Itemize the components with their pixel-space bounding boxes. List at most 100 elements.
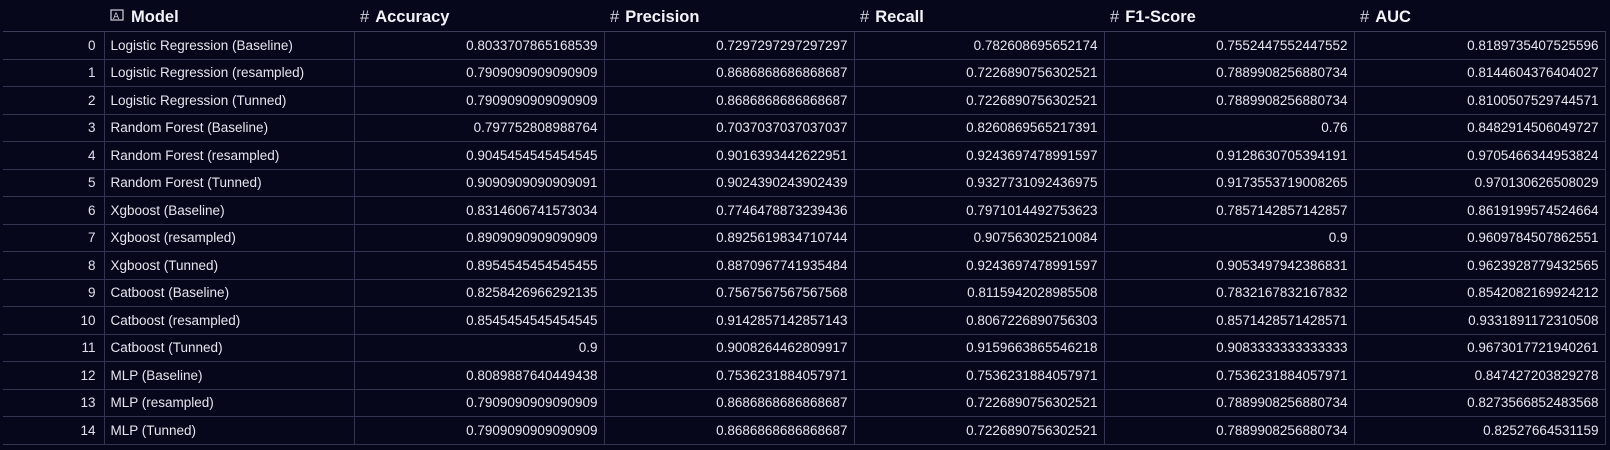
table-row[interactable]: 4 Random Forest (resampled) 0.904545454545… (3, 141, 1606, 170)
model-cell[interactable]: Catboost (Baseline) (103, 278, 355, 307)
f1-score-cell[interactable]: 0.7832167832167832 (1103, 278, 1355, 307)
accuracy-cell[interactable]: 0.8909090909090909 (353, 223, 605, 252)
accuracy-cell[interactable]: 0.9 (353, 333, 605, 362)
table-row[interactable]: 3 Random Forest (Baseline) 0.7977528089887… (3, 113, 1606, 142)
table-row[interactable]: 14 MLP (Tunned) 0.7909090909090909 0.868686… (3, 416, 1606, 445)
precision-cell[interactable]: 0.7297297297297297 (603, 31, 855, 60)
column-header-auc[interactable]: # AUC (1354, 3, 1605, 32)
table-row[interactable]: 6 Xgboost (Baseline) 0.8314606741573034 0.7… (3, 196, 1606, 225)
recall-cell[interactable]: 0.8260869565217391 (853, 113, 1105, 142)
precision-cell[interactable]: 0.7037037037037037 (603, 113, 855, 142)
row-index-cell[interactable]: 1 (3, 58, 105, 87)
table-row[interactable]: 7 Xgboost (resampled) 0.8909090909090909 0.… (3, 223, 1606, 252)
model-cell[interactable]: MLP (resampled) (103, 388, 355, 417)
f1-score-cell[interactable]: 0.7889908256880734 (1103, 388, 1355, 417)
recall-cell[interactable]: 0.9243697478991597 (853, 251, 1105, 280)
column-header-f1-score[interactable]: # F1-Score (1104, 3, 1354, 32)
model-cell[interactable]: Logistic Regression (resampled) (103, 58, 355, 87)
accuracy-cell[interactable]: 0.8033707865168539 (353, 31, 605, 60)
row-index-cell[interactable]: 6 (3, 196, 105, 225)
model-cell[interactable]: Random Forest (Baseline) (103, 113, 355, 142)
row-index-cell[interactable]: 8 (3, 251, 105, 280)
table-row[interactable]: 5 Random Forest (Tunned) 0.909090909090909… (3, 168, 1606, 197)
table-row[interactable]: 1 Logistic Regression (resampled) 0.790909… (3, 58, 1606, 87)
precision-cell[interactable]: 0.8686868686868687 (603, 58, 855, 87)
precision-cell[interactable]: 0.8686868686868687 (603, 416, 855, 445)
auc-cell[interactable]: 0.9623928779432565 (1353, 251, 1606, 280)
row-index-cell[interactable]: 13 (3, 388, 105, 417)
f1-score-cell[interactable]: 0.7552447552447552 (1103, 31, 1355, 60)
accuracy-cell[interactable]: 0.7909090909090909 (353, 86, 605, 115)
table-row[interactable]: 13 MLP (resampled) 0.7909090909090909 0.868… (3, 388, 1606, 417)
model-cell[interactable]: Logistic Regression (Tunned) (103, 86, 355, 115)
accuracy-cell[interactable]: 0.7909090909090909 (353, 416, 605, 445)
row-index-cell[interactable]: 7 (3, 223, 105, 252)
accuracy-cell[interactable]: 0.8545454545454545 (353, 306, 605, 335)
table-row[interactable]: 11 Catboost (Tunned) 0.9 0.9008264462809917… (3, 333, 1606, 362)
recall-cell[interactable]: 0.7226890756302521 (853, 388, 1105, 417)
row-index-cell[interactable]: 14 (3, 416, 105, 445)
table-row[interactable]: 12 MLP (Baseline) 0.8089887640449438 0.7536… (3, 361, 1606, 390)
model-cell[interactable]: Catboost (Tunned) (103, 333, 355, 362)
model-cell[interactable]: Random Forest (resampled) (103, 141, 355, 170)
precision-cell[interactable]: 0.7746478873239436 (603, 196, 855, 225)
recall-cell[interactable]: 0.9327731092436975 (853, 168, 1105, 197)
accuracy-cell[interactable]: 0.8258426966292135 (353, 278, 605, 307)
precision-cell[interactable]: 0.9016393442622951 (603, 141, 855, 170)
recall-cell[interactable]: 0.782608695652174 (853, 31, 1105, 60)
recall-cell[interactable]: 0.8115942028985508 (853, 278, 1105, 307)
auc-cell[interactable]: 0.8100507529744571 (1353, 86, 1606, 115)
accuracy-cell[interactable]: 0.8954545454545455 (353, 251, 605, 280)
recall-cell[interactable]: 0.7226890756302521 (853, 58, 1105, 87)
precision-cell[interactable]: 0.8925619834710744 (603, 223, 855, 252)
recall-cell[interactable]: 0.7536231884057971 (853, 361, 1105, 390)
auc-cell[interactable]: 0.8273566852483568 (1353, 388, 1606, 417)
table-row[interactable]: 0 Logistic Regression (Baseline) 0.8033707… (3, 31, 1606, 60)
row-index-cell[interactable]: 4 (3, 141, 105, 170)
auc-cell[interactable]: 0.970130626508029 (1353, 168, 1606, 197)
precision-cell[interactable]: 0.7536231884057971 (603, 361, 855, 390)
precision-cell[interactable]: 0.9142857142857143 (603, 306, 855, 335)
accuracy-cell[interactable]: 0.8314606741573034 (353, 196, 605, 225)
f1-score-cell[interactable]: 0.9173553719008265 (1103, 168, 1355, 197)
table-row[interactable]: 10 Catboost (resampled) 0.8545454545454545… (3, 306, 1606, 335)
precision-cell[interactable]: 0.9024390243902439 (603, 168, 855, 197)
precision-cell[interactable]: 0.8870967741935484 (603, 251, 855, 280)
model-cell[interactable]: Xgboost (Tunned) (103, 251, 355, 280)
f1-score-cell[interactable]: 0.76 (1103, 113, 1355, 142)
precision-cell[interactable]: 0.7567567567567568 (603, 278, 855, 307)
f1-score-cell[interactable]: 0.7536231884057971 (1103, 361, 1355, 390)
recall-cell[interactable]: 0.9243697478991597 (853, 141, 1105, 170)
model-cell[interactable]: Random Forest (Tunned) (103, 168, 355, 197)
row-index-cell[interactable]: 11 (3, 333, 105, 362)
accuracy-cell[interactable]: 0.9090909090909091 (353, 168, 605, 197)
row-index-cell[interactable]: 0 (3, 31, 105, 60)
f1-score-cell[interactable]: 0.9083333333333333 (1103, 333, 1355, 362)
f1-score-cell[interactable]: 0.7889908256880734 (1103, 58, 1355, 87)
auc-cell[interactable]: 0.9331891172310508 (1353, 306, 1606, 335)
f1-score-cell[interactable]: 0.7889908256880734 (1103, 416, 1355, 445)
row-index-cell[interactable]: 12 (3, 361, 105, 390)
row-index-cell[interactable]: 10 (3, 306, 105, 335)
row-index-cell[interactable]: 3 (3, 113, 105, 142)
f1-score-cell[interactable]: 0.9053497942386831 (1103, 251, 1355, 280)
recall-cell[interactable]: 0.907563025210084 (853, 223, 1105, 252)
accuracy-cell[interactable]: 0.797752808988764 (353, 113, 605, 142)
model-cell[interactable]: Logistic Regression (Baseline) (103, 31, 355, 60)
auc-cell[interactable]: 0.9705466344953824 (1353, 141, 1606, 170)
recall-cell[interactable]: 0.8067226890756303 (853, 306, 1105, 335)
column-header-precision[interactable]: # Precision (604, 3, 854, 32)
model-cell[interactable]: Catboost (resampled) (103, 306, 355, 335)
auc-cell[interactable]: 0.8189735407525596 (1353, 31, 1606, 60)
auc-cell[interactable]: 0.8482914506049727 (1353, 113, 1606, 142)
column-header-recall[interactable]: # Recall (854, 3, 1104, 32)
precision-cell[interactable]: 0.8686868686868687 (603, 388, 855, 417)
accuracy-cell[interactable]: 0.7909090909090909 (353, 58, 605, 87)
auc-cell[interactable]: 0.8619199574524664 (1353, 196, 1606, 225)
f1-score-cell[interactable]: 0.9128630705394191 (1103, 141, 1355, 170)
auc-cell[interactable]: 0.8542082169924212 (1353, 278, 1606, 307)
auc-cell[interactable]: 0.8144604376404027 (1353, 58, 1606, 87)
accuracy-cell[interactable]: 0.8089887640449438 (353, 361, 605, 390)
column-header-model[interactable]: A Model (104, 3, 354, 32)
auc-cell[interactable]: 0.82527664531159 (1353, 416, 1606, 445)
